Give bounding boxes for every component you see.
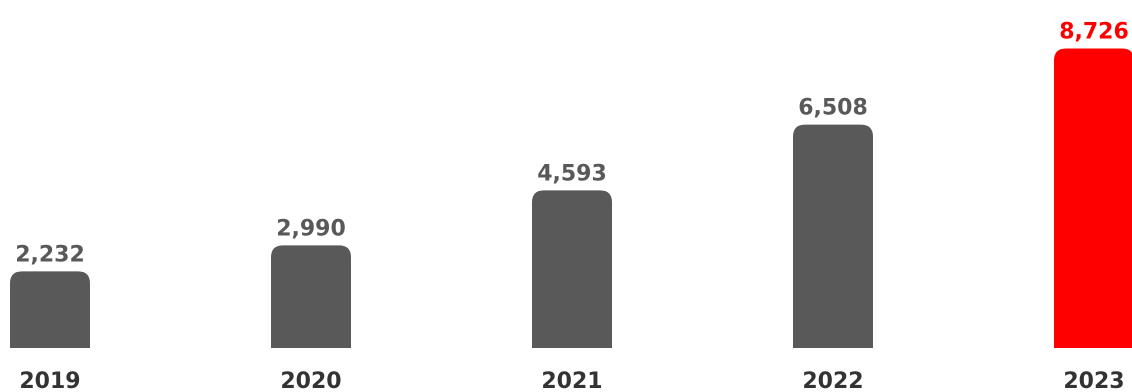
x-axis-tick-labels: 2019 2020 2021 2022 2023 <box>19 369 1124 392</box>
x-tick-label-2020: 2020 <box>280 369 341 392</box>
x-tick-label-2019: 2019 <box>19 369 80 392</box>
x-tick-label-2022: 2022 <box>802 369 863 392</box>
value-label-2019: 2,232 <box>15 242 85 267</box>
x-tick-label-2023: 2023 <box>1063 369 1124 392</box>
bar-2022 <box>793 124 873 348</box>
value-label-2023: 8,726 <box>1059 20 1129 45</box>
x-tick-label-2021: 2021 <box>541 369 602 392</box>
bar-2023 <box>1054 48 1132 348</box>
bars-group <box>10 48 1132 348</box>
value-labels-group: 2,232 2,990 4,593 6,508 8,726 <box>15 20 1129 268</box>
bar-2020 <box>271 245 351 348</box>
bar-2021 <box>532 190 612 348</box>
value-label-2022: 6,508 <box>798 96 868 121</box>
value-label-2020: 2,990 <box>276 216 346 241</box>
value-label-2021: 4,593 <box>537 161 607 186</box>
bar-2019 <box>10 271 90 348</box>
